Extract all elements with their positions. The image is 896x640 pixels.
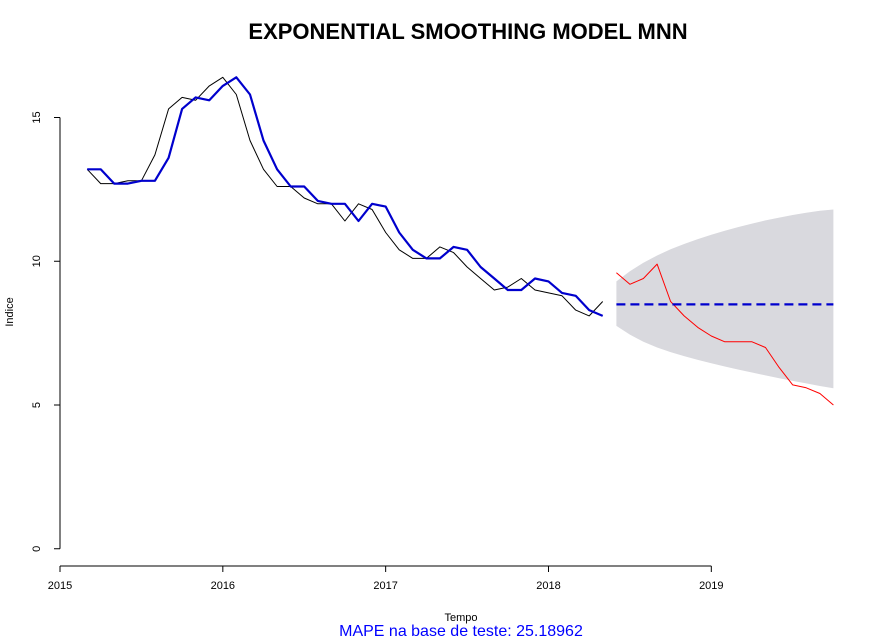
x-tick-label: 2016	[211, 580, 235, 592]
series-test-line	[616, 263, 834, 406]
x-tick-label: 2019	[699, 580, 723, 592]
series-layer	[86, 76, 834, 406]
y-axis-label: Indice	[4, 297, 16, 326]
y-tick-label: 10	[31, 255, 43, 267]
y-tick-label: 0	[31, 546, 43, 552]
prediction-interval-layer	[616, 209, 834, 389]
y-tick-label: 15	[31, 111, 43, 123]
x-tick-label: 2018	[536, 580, 560, 592]
x-axis-label: Tempo	[444, 612, 477, 624]
axes-layer: 2015 2016 2017 2018 2019 0 5 10 15	[31, 111, 724, 592]
chart-title: EXPONENTIAL SMOOTHING MODEL MNN	[248, 19, 687, 44]
x-tick-label: 2017	[373, 580, 397, 592]
y-tick-label: 5	[31, 402, 43, 408]
x-tick-label: 2015	[48, 580, 72, 592]
prediction-interval-band	[616, 209, 834, 389]
mape-footer: MAPE na base de teste: 25.18962	[339, 623, 583, 640]
series-observed-line	[86, 76, 604, 317]
series-fitted-line	[87, 76, 604, 317]
